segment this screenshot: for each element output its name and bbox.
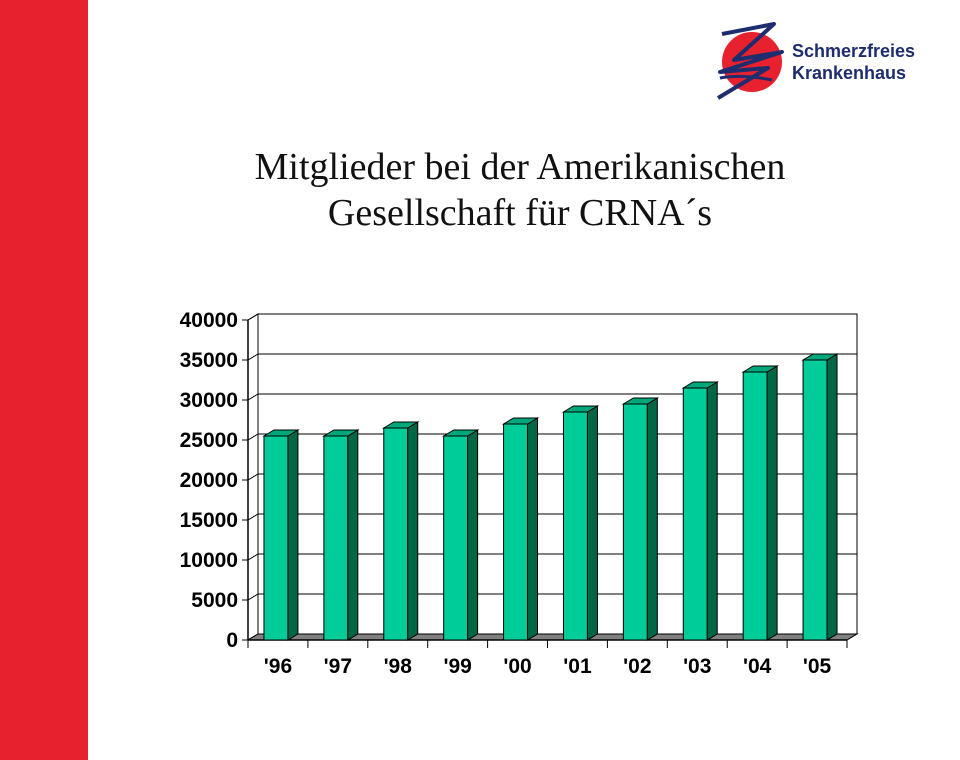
logo-text-line1: Schmerzfreies (792, 41, 916, 61)
gridline-depth (247, 353, 259, 361)
x-tick-label: '96 (264, 655, 292, 678)
x-tick-label: '02 (623, 655, 651, 678)
bar (622, 403, 648, 641)
left-accent-bar (0, 0, 88, 760)
bar-side (467, 429, 479, 641)
bar-chart: 0 5000 10000 15000 20000 25000 30000 35000 40000… (180, 309, 859, 678)
bar-side (586, 405, 598, 641)
bar-top (741, 365, 779, 373)
x-tick-label: '97 (324, 655, 352, 678)
y-tick-label: 10000 (180, 549, 238, 572)
x-tick-label: '98 (384, 655, 413, 678)
gridline-depth (247, 593, 259, 601)
bar-top (322, 429, 360, 437)
gridline-depth (247, 513, 259, 521)
bar (503, 423, 529, 641)
bar-top (501, 417, 540, 425)
x-tick-label: '04 (743, 655, 772, 678)
logo-swirl-icon (716, 22, 784, 100)
gridline-depth (247, 433, 259, 441)
bar-top (381, 421, 420, 429)
gridline-depth (247, 393, 259, 401)
bar (682, 387, 708, 641)
bar (383, 427, 409, 641)
y-tick-label: 40000 (180, 309, 238, 332)
y-tick-label: 30000 (180, 389, 238, 412)
bar-side (646, 397, 658, 641)
x-tick-label: '01 (563, 655, 592, 678)
bar-top (801, 353, 839, 361)
y-tick-label: 20000 (180, 469, 238, 492)
bar-top (262, 429, 300, 437)
bar (323, 435, 349, 641)
gridline-depth (247, 313, 259, 321)
gridline-depth (247, 473, 259, 481)
bar (443, 435, 469, 641)
logo-text-line2: Krankenhaus (792, 63, 907, 83)
bar-side (706, 381, 718, 641)
logo-text: Schmerzfreies Krankenhaus (792, 40, 915, 84)
gridline-depth (247, 553, 259, 561)
bar (742, 371, 768, 641)
y-tick-label: 15000 (180, 509, 238, 532)
bar-side (527, 417, 539, 641)
x-tick-label: '05 (803, 655, 832, 678)
x-tick-label: '99 (443, 655, 471, 678)
y-tick-label: 25000 (180, 429, 238, 452)
bar-side (826, 353, 838, 641)
bar-side (766, 365, 778, 641)
y-tick-label: 35000 (180, 349, 238, 372)
bar-side (407, 421, 419, 641)
page-title-line2: Gesellschaft für CRNA´s (327, 192, 713, 234)
bar-side (287, 429, 299, 641)
bar-top (441, 429, 480, 437)
bar-top (681, 381, 720, 389)
bar (562, 411, 588, 641)
logo: Schmerzfreies Krankenhaus (712, 22, 932, 102)
x-tick-label: '03 (683, 655, 711, 678)
bar (263, 435, 289, 641)
bar (802, 359, 828, 641)
bar-top (561, 405, 600, 413)
x-tick-label: '00 (503, 655, 531, 678)
y-tick-label: 5000 (191, 589, 238, 612)
bar-side (347, 429, 359, 641)
y-tick-label: 0 (226, 629, 238, 652)
page-title-line1: Mitglieder bei der Amerikanischen (254, 146, 786, 188)
bar-top (621, 397, 660, 405)
page-title: Mitglieder bei der Amerikanischen Gesell… (100, 144, 940, 236)
